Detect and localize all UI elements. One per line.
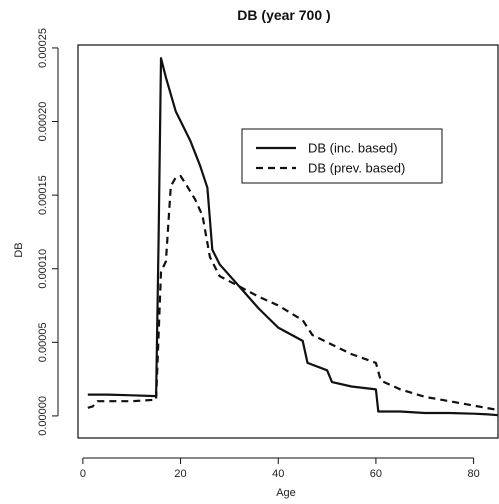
series-line-1 <box>87 57 499 417</box>
y-tick-label: 0.00025 <box>37 28 49 68</box>
y-tick-label: 0.00010 <box>37 249 49 289</box>
y-axis-label: DB <box>13 242 25 257</box>
x-tick-label: 80 <box>467 468 479 480</box>
y-tick-label: 0.00005 <box>37 322 49 362</box>
legend: DB (inc. based) DB (prev. based) <box>241 128 443 184</box>
x-tick-label: 40 <box>272 468 284 480</box>
series-layer <box>87 57 499 417</box>
legend-box <box>241 128 443 184</box>
legend-label-2: DB (prev. based) <box>308 161 405 176</box>
legend-label-1: DB (inc. based) <box>308 141 398 156</box>
y-tick-label: 0.00015 <box>37 175 49 215</box>
y-tick-label: 0.00000 <box>37 396 49 436</box>
y-tick-label: 0.00020 <box>37 102 49 142</box>
x-tick-label: 60 <box>370 468 382 480</box>
series-line-2 <box>87 174 499 412</box>
chart-title: DB (year 700 ) <box>237 7 330 23</box>
x-axis: 0 20 40 60 80 <box>80 457 480 480</box>
y-axis: 0.00000 0.00005 0.00010 0.00015 0.00020 0.000… <box>37 28 59 436</box>
plot-frame <box>77 44 499 439</box>
x-tick-label: 20 <box>174 468 186 480</box>
x-tick-label: 0 <box>80 468 86 480</box>
x-axis-label: Age <box>276 487 296 499</box>
